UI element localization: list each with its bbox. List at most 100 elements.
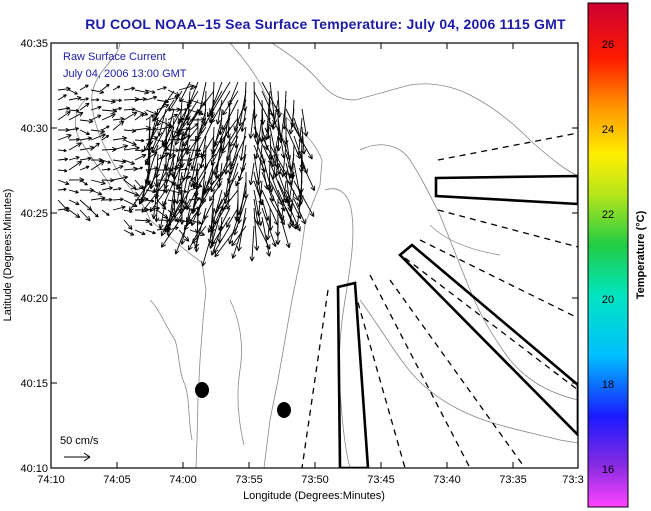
current-vector [90,89,105,95]
colorbar-tick-label: 18 [602,379,614,391]
y-tick-label: 40:10 [20,463,48,475]
current-vector [68,89,78,95]
current-vector [101,83,110,91]
current-vector [68,137,80,142]
current-vector [90,98,100,102]
current-vector [90,160,105,171]
current-vector [210,162,231,193]
current-vector [193,153,215,189]
current-vector [145,89,156,94]
current-vector [154,189,160,223]
current-vector [68,108,80,113]
current-vector [294,189,303,229]
current-vector [235,162,247,187]
overlay-label-1: Raw Surface Current [63,51,166,63]
current-vector [112,120,125,131]
current-vector [79,118,94,124]
current-vector [167,113,178,121]
current-vector [226,135,239,162]
current-vector [275,216,281,245]
current-vector [285,162,293,185]
current-vector [179,189,185,225]
current-vector [221,126,239,154]
current-vector [211,216,231,246]
current-vector [123,219,133,230]
current-vector [112,197,124,202]
scale-label: 50 cm/s [60,435,99,447]
current-vector [90,133,106,141]
current-vector [164,207,183,232]
current-vector [222,99,239,131]
current-vector [200,135,215,158]
current-vector [90,189,103,196]
current-vector [57,110,71,121]
current-vector [90,105,102,111]
current-vector [101,108,118,114]
current-vector [101,186,113,191]
current-vector [68,96,82,101]
current-vector [144,135,159,166]
current-vector [156,86,167,91]
site-marker [277,402,291,418]
scale-arrow [64,452,91,462]
current-vector [233,198,247,236]
current-vector [265,216,271,241]
current-vector [57,157,69,162]
x-tick-labels: 74:10 74:05 74:00 73:55 73:50 73:45 73:4… [37,474,583,486]
current-vector [79,179,88,186]
current-vector [57,206,70,211]
current-vector [293,180,315,218]
y-tick-label: 40:35 [20,38,48,50]
current-vector [90,195,106,202]
colorbar-tick-label: 16 [602,464,614,476]
current-vector [249,225,255,262]
surface-current-vectors [57,81,316,267]
current-vector [90,128,106,134]
current-vector [145,95,158,101]
map-title: RU COOL NOAA–15 Sea Surface Temperature:… [85,16,566,32]
current-vector [79,129,90,136]
current-vector [215,99,223,125]
y-tick-label: 40:15 [20,378,48,390]
current-vector [101,98,116,104]
current-vector [112,98,122,103]
current-vector [112,144,129,151]
current-vector [288,108,295,135]
current-vector [123,128,137,134]
x-tick-label: 73:50 [301,474,329,486]
current-vector [271,144,279,180]
x-tick-label: 73:3 [562,474,583,486]
current-vector [79,84,89,91]
current-vector [186,171,207,209]
current-vector [90,114,102,121]
current-vector [123,159,135,165]
current-vector [231,225,247,247]
current-vector [101,125,110,131]
current-vector [209,81,231,116]
current-vector [253,207,260,251]
current-vector [112,187,122,191]
current-vector [134,113,145,121]
current-vector [285,198,301,232]
current-vector [230,135,247,167]
current-vector [212,126,223,148]
current-vector [203,198,215,220]
current-vector [134,138,145,143]
current-vector [287,189,295,229]
current-vector [145,219,153,226]
current-vector [210,90,231,124]
current-vector [209,180,223,202]
current-vector [219,117,239,144]
current-vector [101,113,116,121]
dashed-radials [301,132,578,468]
x-tick-label: 74:05 [103,474,131,486]
current-vector [164,117,191,152]
current-vector [141,180,167,213]
current-vector [222,90,239,116]
current-vector [186,90,215,126]
x-tick-label: 73:40 [433,474,461,486]
radar-beams [336,174,578,468]
current-vector [164,135,175,172]
current-vector [68,111,84,121]
